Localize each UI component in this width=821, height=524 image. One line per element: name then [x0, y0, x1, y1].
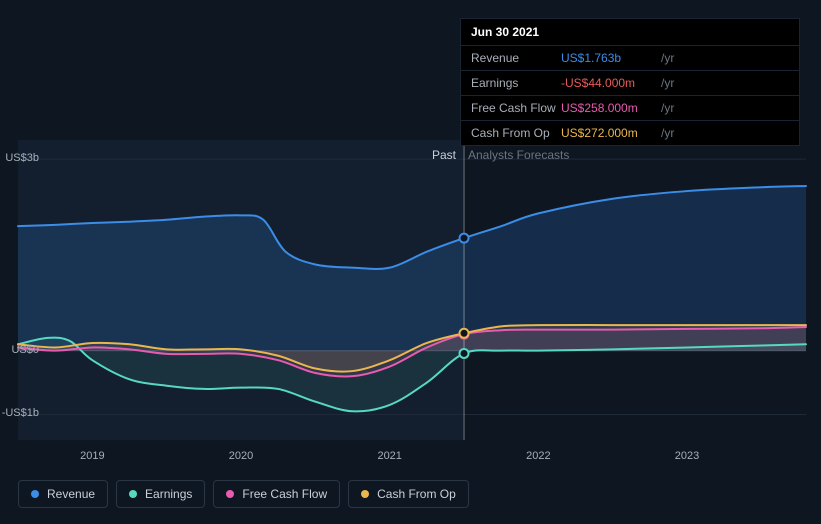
- legend-dot: [31, 490, 39, 498]
- legend-label: Earnings: [145, 487, 192, 501]
- legend-dot: [226, 490, 234, 498]
- tooltip-row-label: Free Cash Flow: [471, 101, 561, 115]
- y-axis-label: -US$1b: [0, 407, 39, 419]
- x-axis-label: 2020: [229, 450, 253, 462]
- legend-label: Revenue: [47, 487, 95, 501]
- tooltip-row-unit: /yr: [661, 126, 674, 140]
- tooltip-row-unit: /yr: [661, 51, 674, 65]
- x-axis-label: 2022: [526, 450, 550, 462]
- tooltip-date: Jun 30 2021: [461, 19, 799, 46]
- legend-label: Cash From Op: [377, 487, 456, 501]
- legend-item-revenue[interactable]: Revenue: [18, 480, 108, 508]
- legend-item-fcf[interactable]: Free Cash Flow: [213, 480, 340, 508]
- legend-item-earnings[interactable]: Earnings: [116, 480, 205, 508]
- tooltip-row-value: US$1.763b: [561, 51, 661, 65]
- tooltip-row-value: US$272.000m: [561, 126, 661, 140]
- legend-label: Free Cash Flow: [242, 487, 327, 501]
- x-axis-label: 2021: [377, 450, 401, 462]
- financial-chart: Jun 30 2021 RevenueUS$1.763b/yrEarnings-…: [0, 0, 821, 524]
- x-axis-label: 2023: [675, 450, 699, 462]
- tooltip-row-value: -US$44.000m: [561, 76, 661, 90]
- tooltip-row-label: Revenue: [471, 51, 561, 65]
- hover-tooltip: Jun 30 2021 RevenueUS$1.763b/yrEarnings-…: [460, 18, 800, 146]
- tooltip-row-unit: /yr: [661, 76, 674, 90]
- x-axis-label: 2019: [80, 450, 104, 462]
- legend-dot: [129, 490, 137, 498]
- y-axis-label: US$0: [0, 344, 39, 356]
- tooltip-row-value: US$258.000m: [561, 101, 661, 115]
- tooltip-row-label: Earnings: [471, 76, 561, 90]
- tooltip-row: Earnings-US$44.000m/yr: [461, 71, 799, 96]
- tooltip-row-label: Cash From Op: [471, 126, 561, 140]
- legend-dot: [361, 490, 369, 498]
- tooltip-row: Cash From OpUS$272.000m/yr: [461, 121, 799, 145]
- legend: Revenue Earnings Free Cash Flow Cash From O…: [18, 480, 469, 508]
- region-label-past: Past: [432, 148, 456, 162]
- tooltip-row: RevenueUS$1.763b/yr: [461, 46, 799, 71]
- legend-item-cfo[interactable]: Cash From Op: [348, 480, 469, 508]
- tooltip-row-unit: /yr: [661, 101, 674, 115]
- tooltip-row: Free Cash FlowUS$258.000m/yr: [461, 96, 799, 121]
- y-axis-label: US$3b: [0, 152, 39, 164]
- region-label-forecast: Analysts Forecasts: [468, 148, 569, 162]
